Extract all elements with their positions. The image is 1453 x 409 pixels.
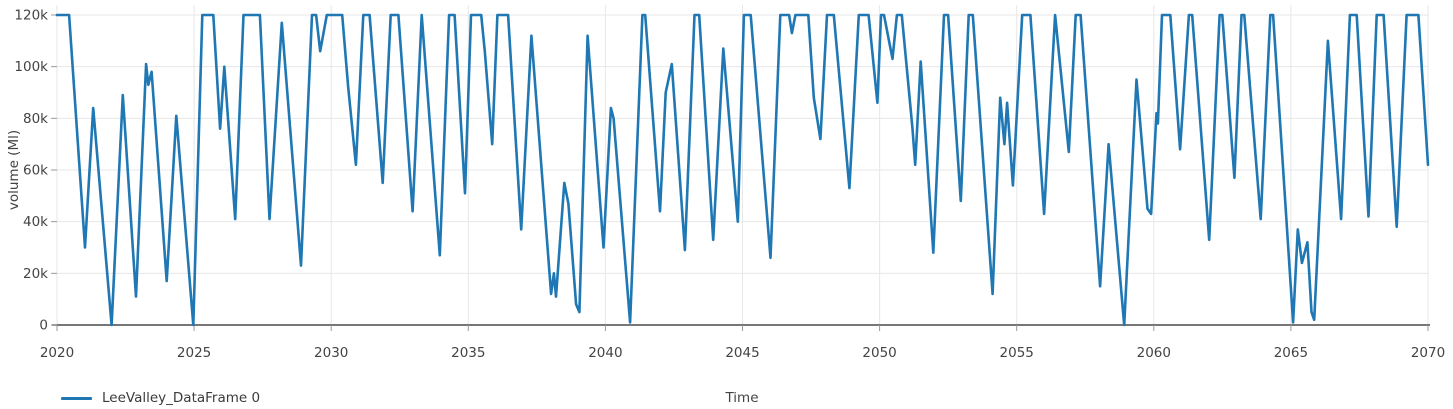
y-axis-title: volume (Ml) bbox=[6, 129, 22, 211]
legend-series-label: LeeValley_DataFrame 0 bbox=[102, 390, 261, 406]
y-tick-label: 100k bbox=[14, 59, 48, 75]
x-tick-label: 2040 bbox=[588, 345, 622, 361]
y-tick-label: 40k bbox=[23, 214, 48, 230]
x-tick-label: 2060 bbox=[1137, 345, 1171, 361]
y-tick-label: 120k bbox=[14, 8, 48, 24]
legend: LeeValley_DataFrame 0 bbox=[61, 390, 260, 406]
x-axis-title: Time bbox=[725, 390, 759, 406]
x-tick-label: 2035 bbox=[451, 345, 485, 361]
x-tick-label: 2070 bbox=[1411, 345, 1445, 361]
x-tick-label: 2020 bbox=[40, 345, 74, 361]
x-tick-label: 2030 bbox=[314, 345, 348, 361]
x-tick-label: 2045 bbox=[725, 345, 759, 361]
x-tick-label: 2065 bbox=[1274, 345, 1308, 361]
y-tick-label: 20k bbox=[23, 266, 48, 282]
y-tick-label: 80k bbox=[23, 111, 48, 127]
y-tick-label: 60k bbox=[23, 163, 48, 179]
y-tick-label: 0 bbox=[39, 318, 48, 334]
series-line bbox=[55, 13, 1430, 327]
legend-line-swatch bbox=[61, 396, 92, 400]
x-tick-label: 2055 bbox=[1000, 345, 1034, 361]
x-tick-label: 2050 bbox=[862, 345, 896, 361]
x-tick-label: 2025 bbox=[177, 345, 211, 361]
